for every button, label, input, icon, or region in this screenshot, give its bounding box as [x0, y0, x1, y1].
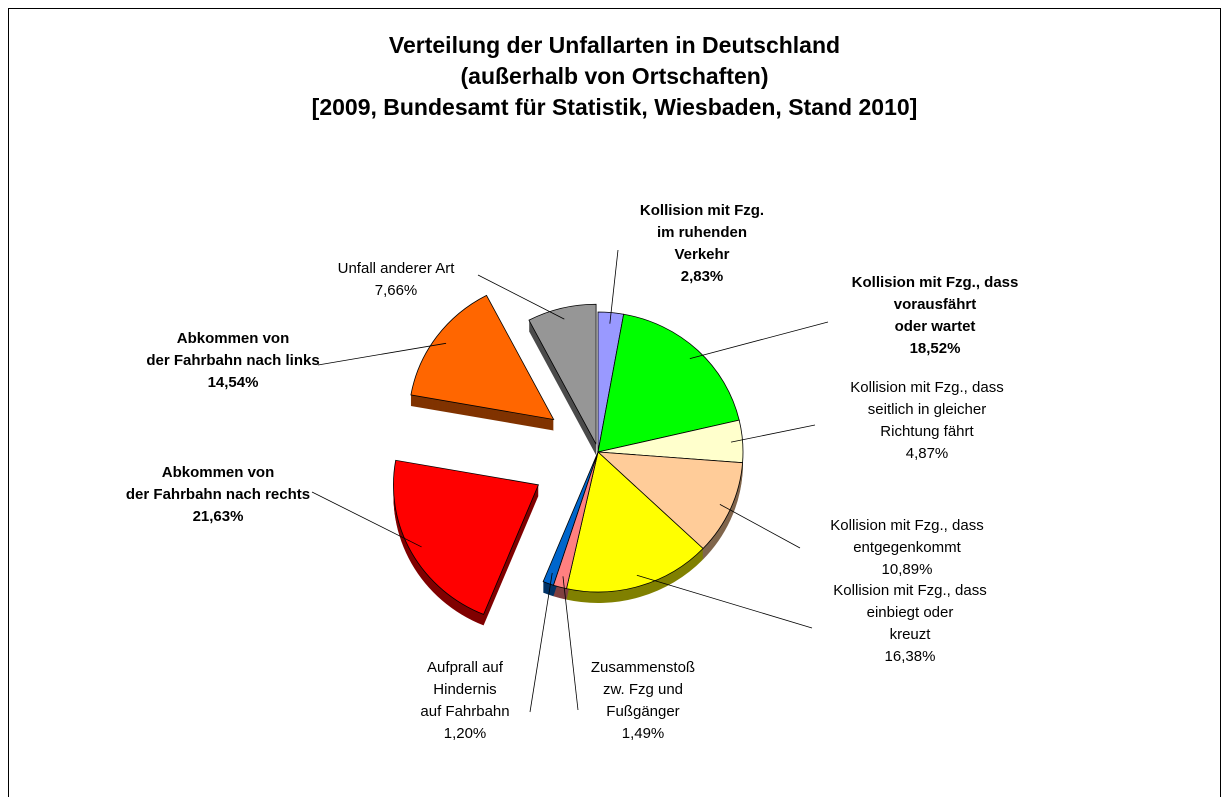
leader-line	[477, 274, 565, 320]
slice	[542, 451, 599, 586]
slice	[528, 303, 597, 445]
slice-label: Kollision mit Fzg., dass entgegenkommt 10…	[830, 515, 983, 581]
leader-line	[529, 572, 553, 713]
chart-title: Verteilung der Unfallarten in Deutschlan…	[311, 32, 918, 120]
category-label: Unfall anderer Art	[337, 260, 455, 277]
slice	[410, 294, 555, 421]
category-label: Abkommen von der Fahrbahn nach rechts	[125, 464, 311, 503]
value-label: 1,20%	[443, 725, 487, 742]
value-label: 21,63%	[192, 508, 244, 525]
leader-line	[317, 342, 447, 366]
category-label: Kollision mit Fzg., dass einbiegt oder k…	[833, 582, 987, 643]
slice-label: Kollision mit Fzg., dass einbiegt oder k…	[833, 580, 986, 668]
value-label: 14,54%	[207, 374, 259, 391]
value-label: 1,49%	[621, 725, 665, 742]
leader-line	[311, 491, 422, 548]
frame	[8, 8, 1221, 797]
slice-label: Abkommen von der Fahrbahn nach links 14,5…	[146, 328, 319, 394]
leader-line	[719, 504, 801, 549]
leader-line	[730, 424, 816, 443]
slice	[597, 313, 740, 453]
category-label: Kollision mit Fzg., dass entgegenkommt	[830, 517, 984, 556]
value-label: 4,87%	[905, 445, 949, 462]
category-label: Aufprall auf Hindernis auf Fahrbahn	[420, 659, 510, 720]
slice-label: Aufprall auf Hindernis auf Fahrbahn 1,20%	[420, 657, 509, 745]
slice-label: Zusammenstoß zw. Fzg und Fußgänger 1,49%	[591, 657, 695, 745]
value-label: 10,89%	[881, 561, 933, 578]
leader-line	[609, 249, 619, 324]
category-label: Abkommen von der Fahrbahn nach links	[146, 330, 320, 369]
leader-line	[562, 576, 579, 711]
value-label: 2,83%	[680, 268, 724, 285]
leader-line	[689, 321, 829, 359]
slice-label: Unfall anderer Art 7,66%	[338, 258, 455, 302]
slice	[566, 451, 704, 593]
slice-label: Kollision mit Fzg., dass seitlich in gle…	[850, 377, 1003, 465]
category-label: Zusammenstoß zw. Fzg und Fußgänger	[590, 659, 696, 720]
slice-label: Kollision mit Fzg. im ruhenden Verkehr 2,…	[640, 200, 764, 288]
category-label: Kollision mit Fzg., dass vorausfährt ode…	[851, 274, 1019, 335]
leader-line	[636, 574, 813, 629]
category-label: Kollision mit Fzg., dass seitlich in gle…	[850, 379, 1004, 440]
slice-label: Abkommen von der Fahrbahn nach rechts 21,…	[126, 462, 310, 528]
slice	[596, 451, 744, 550]
slice-label: Kollision mit Fzg., dass vorausfährt ode…	[852, 272, 1019, 360]
value-label: 18,52%	[909, 340, 961, 357]
value-label: 16,38%	[884, 648, 936, 665]
slice	[393, 459, 540, 615]
category-label: Kollision mit Fzg. im ruhenden Verkehr	[639, 202, 765, 263]
value-label: 7,66%	[374, 282, 418, 299]
